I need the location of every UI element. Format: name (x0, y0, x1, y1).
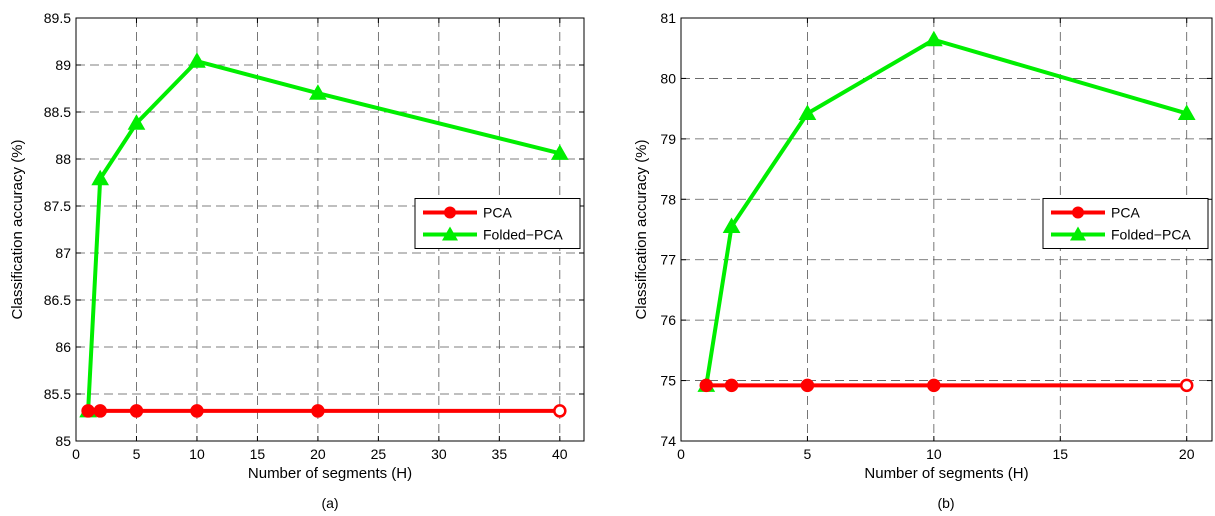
legend: PCA Folded−PCA (414, 198, 581, 249)
legend-marker (444, 206, 456, 219)
legend: PCA Folded−PCA (1042, 198, 1209, 249)
x-tick-label: 20 (310, 446, 326, 462)
data-point (91, 169, 110, 186)
y-tick-label: 87.5 (44, 198, 71, 214)
x-tick-label: 40 (552, 446, 568, 462)
data-point (699, 378, 714, 393)
legend-label: PCA (483, 205, 512, 221)
y-tick-label: 89.5 (44, 10, 71, 26)
legend-marker (1070, 226, 1086, 241)
x-tick-label: 0 (677, 446, 685, 462)
y-tick-label: 88.5 (44, 104, 71, 120)
y-tick-label: 86.5 (44, 292, 71, 308)
data-point (129, 404, 144, 418)
y-tick-label: 74 (660, 433, 676, 449)
y-tick-label: 89 (55, 57, 71, 73)
y-axis-label: Classification accuracy (%) (633, 139, 650, 319)
data-point (1177, 104, 1196, 120)
legend-label: Folded−PCA (483, 227, 563, 243)
data-point (309, 84, 327, 100)
data-point (800, 378, 815, 393)
data-point (724, 378, 739, 393)
x-tick-label: 15 (1052, 446, 1068, 462)
series-folded-pca (697, 30, 1196, 392)
y-tick-label: 79 (660, 131, 676, 147)
data-point (188, 52, 206, 68)
y-tick-label: 86 (55, 339, 71, 355)
series-pca (699, 378, 1194, 393)
x-tick-label: 10 (926, 446, 942, 462)
x-axis-label: Number of segments (H) (864, 465, 1028, 482)
y-tick-label: 85 (55, 433, 71, 449)
figure-caption: (a) (321, 495, 338, 511)
x-tick-label: 35 (492, 446, 508, 462)
x-tick-label: 20 (1179, 446, 1195, 462)
data-point (190, 404, 204, 418)
data-point (1179, 378, 1194, 393)
y-tick-label: 80 (660, 70, 676, 86)
legend-marker (1072, 206, 1084, 219)
x-tick-label: 5 (804, 446, 812, 462)
y-tick-label: 78 (660, 191, 676, 207)
y-tick-label: 76 (660, 312, 676, 328)
y-tick-label: 81 (660, 10, 676, 26)
series-pca (81, 404, 567, 418)
x-tick-label: 5 (133, 446, 141, 462)
data-point (127, 114, 146, 130)
data-point (553, 404, 567, 418)
x-tick-label: 25 (371, 446, 387, 462)
plot-frame (75, 17, 585, 442)
series-line (86, 59, 561, 412)
legend-label: PCA (1111, 205, 1140, 221)
y-tick-label: 77 (660, 252, 676, 268)
data-point (924, 30, 943, 47)
y-tick-label: 85.5 (44, 386, 71, 402)
data-point (927, 378, 941, 393)
y-tick-label: 88 (55, 151, 71, 167)
x-axis-label: Number of segments (H) (248, 465, 412, 482)
y-tick-label: 87 (55, 245, 71, 261)
data-point (311, 404, 325, 418)
y-axis-label: Classification accuracy (%) (9, 139, 26, 319)
legend-marker (442, 226, 458, 241)
y-tick-label: 75 (660, 373, 676, 389)
x-tick-label: 30 (431, 446, 447, 462)
data-point (93, 404, 107, 418)
data-point (550, 144, 569, 160)
data-point (722, 217, 741, 233)
x-tick-label: 10 (189, 446, 205, 462)
x-tick-label: 0 (72, 446, 80, 462)
figure-caption: (b) (937, 495, 954, 511)
plot-frame (680, 17, 1213, 442)
x-tick-label: 15 (250, 446, 266, 462)
legend-label: Folded−PCA (1111, 227, 1191, 243)
data-point (798, 104, 817, 120)
